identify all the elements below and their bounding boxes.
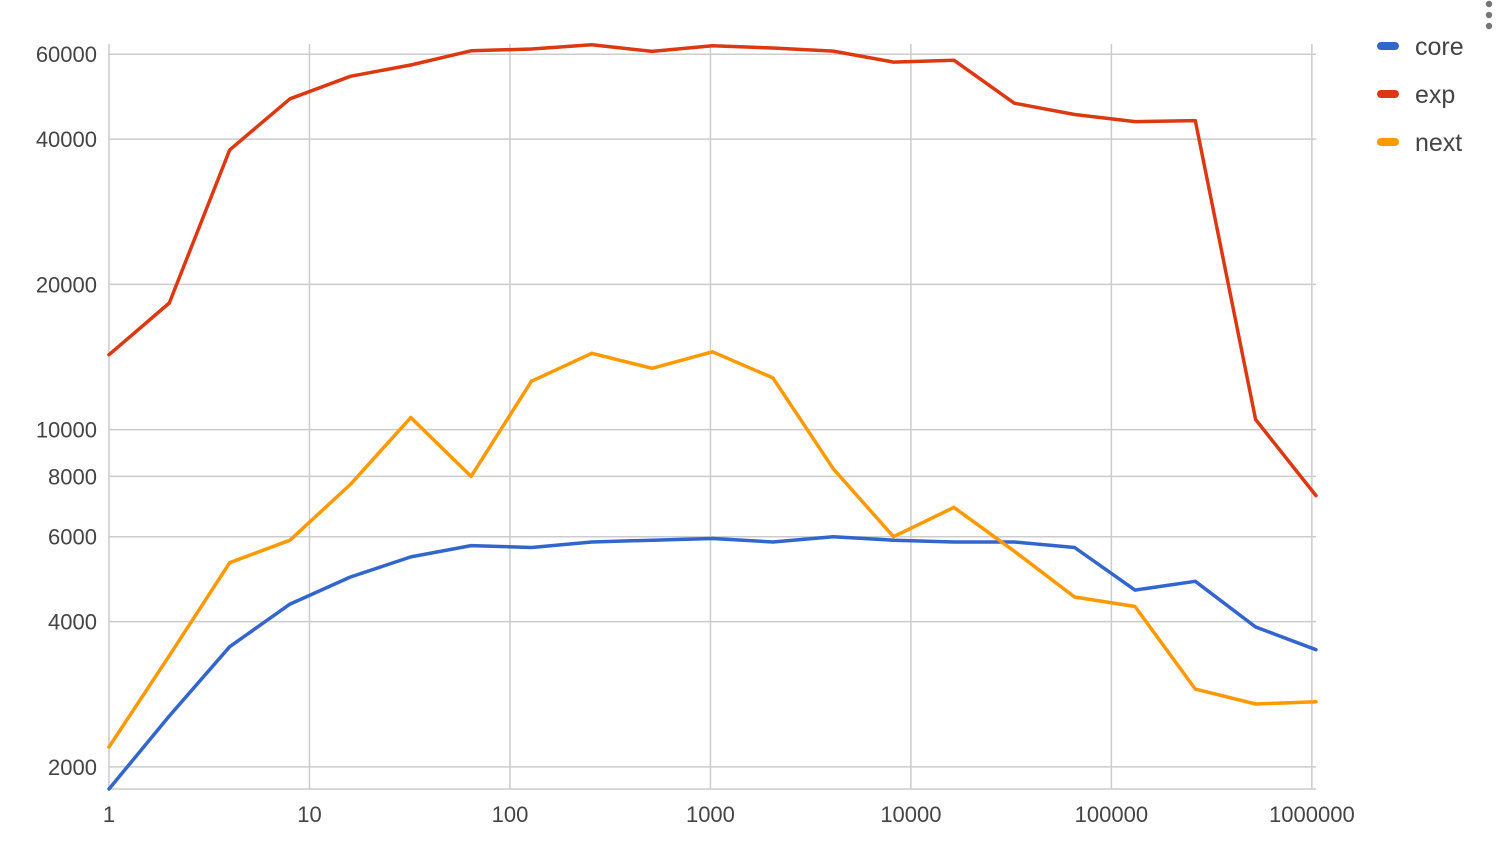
y-tick-label: 60000 — [36, 42, 97, 67]
x-tick-label: 1 — [103, 802, 115, 827]
x-tick-label: 1000 — [686, 802, 735, 827]
y-tick-label: 8000 — [48, 464, 97, 489]
legend-item-exp[interactable]: exp — [1377, 81, 1455, 109]
legend-label: next — [1415, 129, 1462, 157]
x-tick-label: 10 — [297, 802, 321, 827]
y-tick-label: 4000 — [48, 610, 97, 635]
series-line-exp — [107, 42, 1318, 498]
legend-swatch — [1377, 138, 1399, 146]
y-tick-label: 2000 — [48, 755, 97, 780]
y-tick-label: 10000 — [36, 418, 97, 443]
series-line-next — [107, 350, 1318, 749]
legend-item-core[interactable]: core — [1377, 33, 1464, 61]
legend-label: core — [1415, 33, 1464, 61]
x-axis-tick-labels: 1 10 100 1000 10000 100000 1000000 — [103, 802, 1355, 827]
series-lines — [107, 42, 1318, 791]
x-tick-label: 100000 — [1075, 802, 1148, 827]
legend-item-next[interactable]: next — [1377, 129, 1462, 157]
y-tick-label: 20000 — [36, 272, 97, 297]
y-axis-tick-labels: 2000 4000 6000 8000 10000 20000 40000 60000 — [36, 42, 97, 780]
more-options-icon[interactable] — [1485, 0, 1493, 30]
x-tick-label: 10000 — [880, 802, 941, 827]
series-line-core — [107, 534, 1318, 791]
legend-swatch — [1377, 42, 1399, 50]
y-tick-label: 6000 — [48, 525, 97, 550]
legend[interactable]: core exp next — [1377, 33, 1464, 157]
x-tick-label: 100 — [492, 802, 529, 827]
legend-label: exp — [1415, 81, 1455, 109]
grid-lines — [108, 44, 1316, 790]
x-tick-label: 1000000 — [1269, 802, 1355, 827]
legend-swatch — [1377, 90, 1399, 98]
y-tick-label: 40000 — [36, 127, 97, 152]
